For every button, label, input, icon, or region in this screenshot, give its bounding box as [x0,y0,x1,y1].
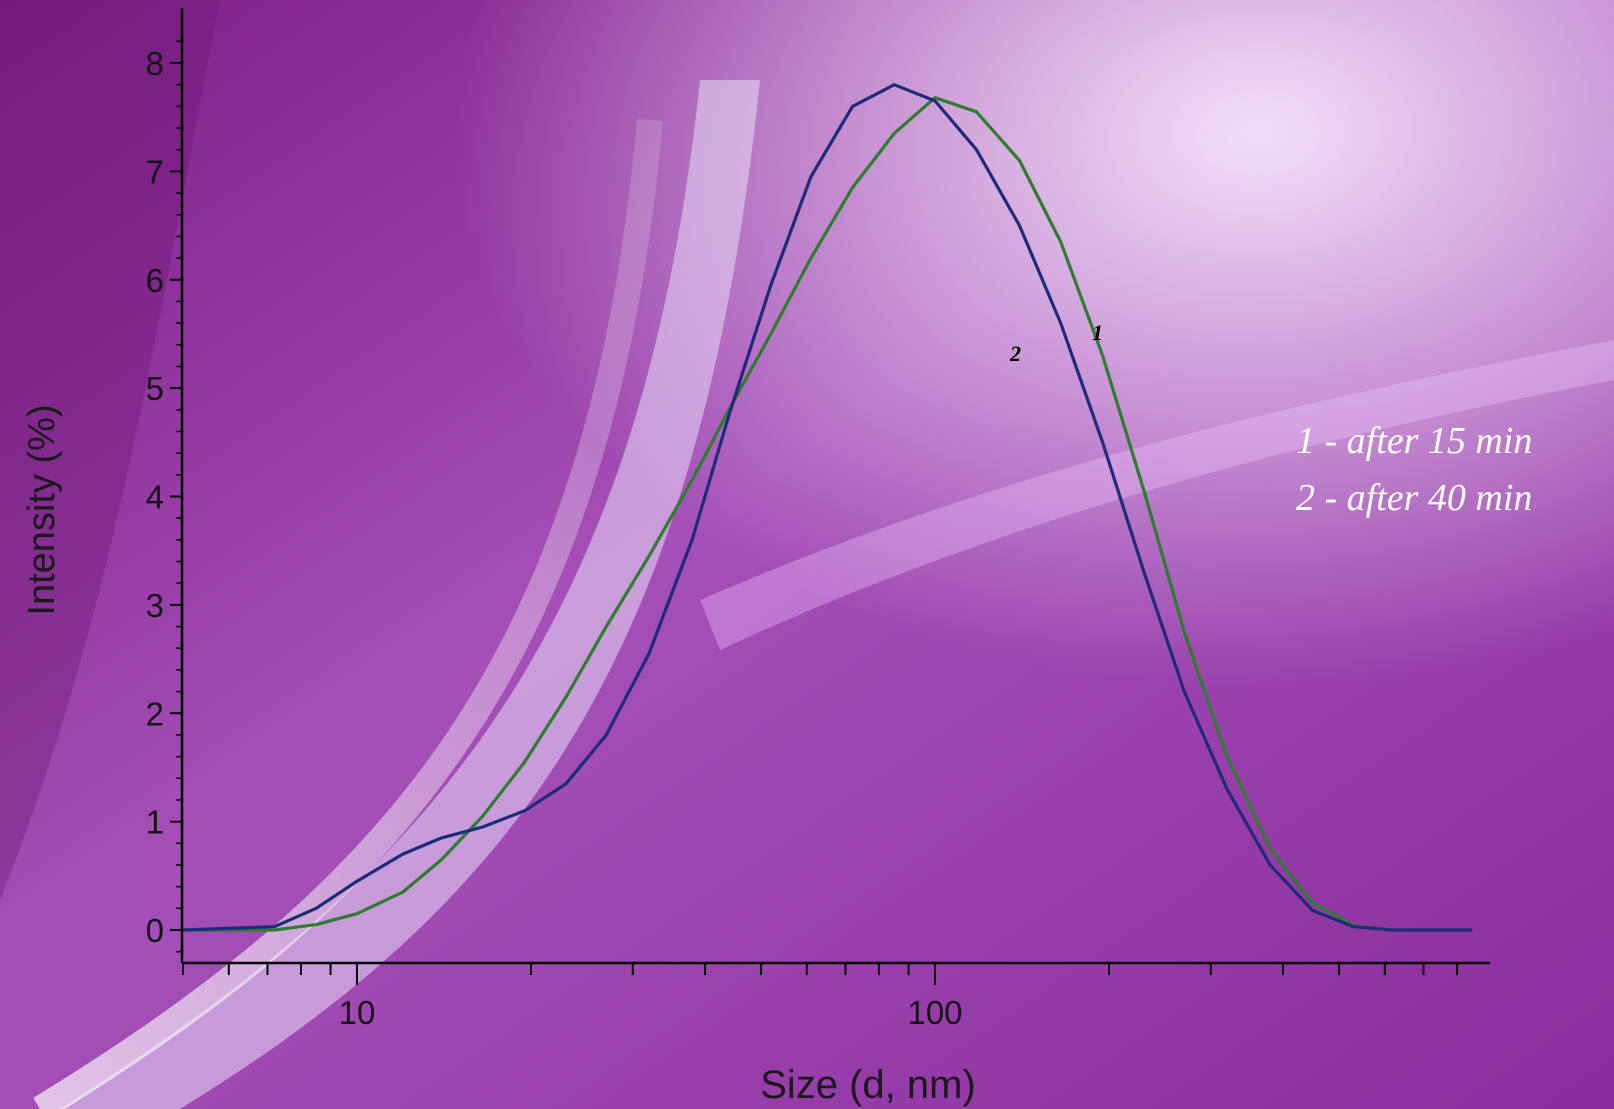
series-line-1 [183,96,1473,932]
labels: 0 1 2 3 4 5 6 7 8 10 100 Size (d, nm) Intensity (%) 1… [21,45,1532,1107]
curve-label-2: 2 [1009,341,1021,366]
y-tick-label: 7 [146,153,164,190]
x-tick-label: 100 [907,994,962,1031]
y-tick-label: 6 [146,262,164,299]
y-tick-label: 1 [146,804,164,841]
y-tick-label: 0 [146,912,164,949]
y-tick-label: 5 [146,370,164,407]
y-axis-title: Intensity (%) [21,404,63,615]
legend-entry-1: 1 - after 15 min [1296,420,1532,462]
legend-entry-2: 2 - after 40 min [1296,477,1532,519]
y-tick-label: 4 [146,479,164,516]
y-tick-label: 2 [146,695,164,732]
axes [170,8,1490,985]
data-curves [182,83,1473,932]
series-line-2 [182,83,1473,932]
y-tick-label: 3 [146,587,164,624]
x-axis-title: Size (d, nm) [760,1063,976,1107]
curve-label-1: 1 [1092,320,1103,345]
y-tick-label: 8 [146,45,164,82]
x-tick-label: 10 [339,994,376,1031]
